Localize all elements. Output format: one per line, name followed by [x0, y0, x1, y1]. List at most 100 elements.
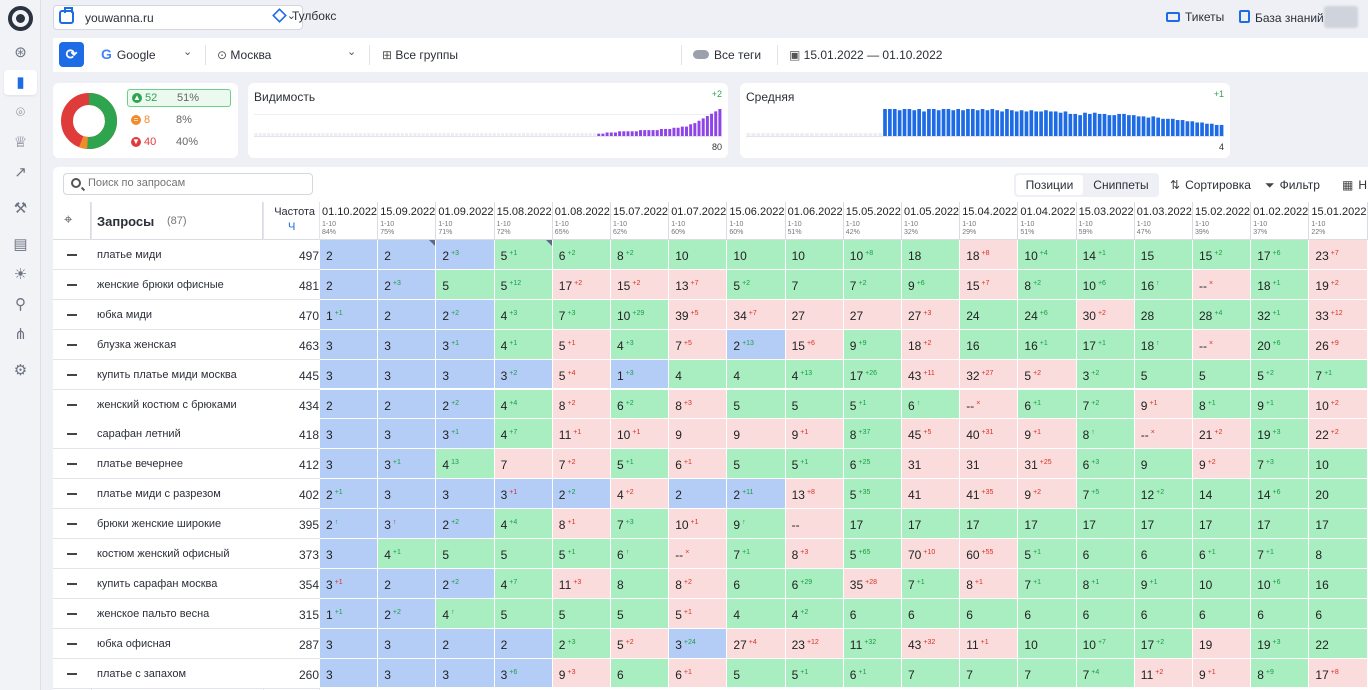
position-cell[interactable]: 2 [378, 299, 437, 330]
position-cell[interactable]: 2 +2 [552, 479, 611, 510]
table-row[interactable]: женское пальто весна 315 [53, 598, 320, 629]
position-cell[interactable]: 5 +1 [785, 449, 844, 480]
date-column-header[interactable]: 01.08.2022 1-10 65% [552, 202, 611, 240]
position-cell[interactable]: 7 +3 [1251, 449, 1310, 480]
collapse-dash-icon[interactable] [67, 612, 77, 615]
position-cell[interactable]: 2 [436, 628, 495, 659]
position-cell[interactable]: 24 [960, 299, 1019, 330]
position-cell[interactable]: 7 [960, 658, 1019, 689]
position-cell[interactable]: 17 +26 [843, 359, 902, 390]
date-range-picker[interactable]: ▣ 15.01.2022 — 01.10.2022 [789, 48, 942, 62]
position-cell[interactable]: 10 +6 [1251, 568, 1310, 599]
position-cell[interactable]: 4 +3 [611, 329, 670, 360]
position-cell[interactable]: 6 [902, 598, 961, 629]
position-cell[interactable]: 43 +32 [902, 628, 961, 659]
position-cell[interactable]: 17 +8 [1309, 658, 1368, 689]
table-row[interactable]: женский костюм с брюками 434 [53, 389, 320, 420]
position-cell[interactable]: 6 ↑ [902, 389, 961, 420]
query-text[interactable]: юбка офисная [97, 637, 171, 650]
collapse-dash-icon[interactable] [67, 313, 77, 316]
position-cell[interactable]: 3 +1 [494, 479, 553, 510]
position-cell[interactable]: 7 +2 [1076, 389, 1135, 420]
position-cell[interactable]: 4 [727, 598, 786, 629]
position-cell[interactable]: 9 [1134, 449, 1193, 480]
position-cell[interactable]: 10 +6 [1076, 269, 1135, 300]
position-cell[interactable]: 3 +2 [494, 359, 553, 390]
position-cell[interactable]: 6 [727, 568, 786, 599]
position-cell[interactable]: 3 [378, 329, 437, 360]
position-cell[interactable]: 7 +4 [1076, 658, 1135, 689]
date-column-header[interactable]: 01.06.2022 1-10 51% [785, 202, 844, 240]
position-cell[interactable]: 5 [494, 598, 553, 629]
position-cell[interactable]: 4 +7 [494, 419, 553, 450]
position-cell[interactable]: 6 [1018, 598, 1077, 629]
competitors-icon[interactable]: ⌾ [15, 104, 25, 121]
position-cell[interactable]: 3 [436, 479, 495, 510]
position-cell[interactable]: -- × [1134, 419, 1193, 450]
position-cell[interactable]: 26 +9 [1309, 329, 1368, 360]
position-cell[interactable]: 10 [727, 240, 786, 270]
projects-icon[interactable]: ⊛ [14, 44, 27, 61]
position-cell[interactable]: 6 [843, 598, 902, 629]
position-cell[interactable]: 5 +35 [843, 479, 902, 510]
position-cell[interactable]: 23 +7 [1309, 240, 1368, 270]
position-cell[interactable]: 5 +12 [494, 269, 553, 300]
position-cell[interactable]: 6 +1 [1018, 389, 1077, 420]
date-column-header[interactable]: 15.09.2022 1-10 75% [378, 202, 437, 240]
position-cell[interactable]: 7 [785, 269, 844, 300]
query-search[interactable] [63, 173, 313, 195]
queries-header[interactable]: Запросы (87) [91, 202, 263, 240]
position-cell[interactable]: 5 +1 [843, 389, 902, 420]
date-column-header[interactable]: 15.04.2022 1-10 29% [960, 202, 1019, 240]
collapse-dash-icon[interactable] [67, 463, 77, 466]
position-cell[interactable]: 5 [436, 269, 495, 300]
position-cell[interactable]: 3 [378, 419, 437, 450]
position-cell[interactable]: 40 +31 [960, 419, 1019, 450]
trend-icon[interactable]: ↗ [14, 164, 27, 181]
table-row[interactable]: платье миди с разрезом 402 [53, 479, 320, 510]
position-cell[interactable]: 22 +2 [1309, 419, 1368, 450]
position-cell[interactable]: 19 +3 [1251, 628, 1310, 659]
position-cell[interactable]: 5 +65 [843, 539, 902, 569]
table-row[interactable]: платье вечернее 412 [53, 449, 320, 480]
position-cell[interactable]: 14 +6 [1251, 479, 1310, 510]
position-cell[interactable]: 4 [669, 359, 728, 390]
position-cell[interactable]: 3 +1 [378, 449, 437, 480]
position-cell[interactable]: 11 +3 [552, 568, 611, 599]
position-cell[interactable]: 2 +3 [436, 240, 495, 270]
position-cell[interactable]: 5 +1 [785, 658, 844, 689]
position-cell[interactable]: 3 [320, 449, 379, 480]
position-cell[interactable]: 10 +1 [669, 509, 728, 539]
position-cell[interactable]: 8 +2 [669, 568, 728, 599]
position-cell[interactable]: 2 +2 [436, 509, 495, 539]
position-cell[interactable]: 10 [1018, 628, 1077, 659]
filter-button[interactable]: ⏷ Фильтр [1265, 178, 1320, 193]
position-cell[interactable]: 2 +2 [436, 299, 495, 330]
position-cell[interactable]: 17 [902, 509, 961, 539]
position-cell[interactable]: 17 +6 [1251, 240, 1310, 270]
position-cell[interactable]: 6 +29 [785, 568, 844, 599]
position-cell[interactable]: 7 [494, 449, 553, 480]
position-cell[interactable]: 2 [378, 240, 437, 270]
position-cell[interactable]: 5 +1 [611, 449, 670, 480]
pin-icon[interactable]: ⚲ [15, 296, 26, 313]
tags-select[interactable]: Все теги [693, 48, 761, 62]
position-cell[interactable]: 5 +4 [552, 359, 611, 390]
position-cell[interactable]: 9 +1 [785, 419, 844, 450]
date-column-header[interactable]: 01.09.2022 1-10 71% [436, 202, 495, 240]
position-cell[interactable]: 8 +2 [611, 240, 670, 270]
position-cell[interactable]: 7 [1018, 658, 1077, 689]
trophy-icon[interactable]: ♕ [13, 134, 28, 151]
position-cell[interactable]: 1 +1 [320, 598, 379, 629]
table-row[interactable]: сарафан летний 418 [53, 419, 320, 450]
position-cell[interactable]: 20 [1309, 479, 1368, 510]
position-cell[interactable]: 7 [902, 658, 961, 689]
position-cell[interactable]: 4 +1 [378, 539, 437, 569]
position-cell[interactable]: 3 +1 [320, 568, 379, 599]
position-cell[interactable]: 2 ↑ [320, 509, 379, 539]
position-cell[interactable]: 9 [669, 419, 728, 450]
position-cell[interactable]: 4 ↑ [436, 598, 495, 629]
position-cell[interactable]: 6 [1309, 598, 1368, 629]
position-cell[interactable]: 7 +2 [843, 269, 902, 300]
position-cell[interactable]: 3 [378, 658, 437, 689]
